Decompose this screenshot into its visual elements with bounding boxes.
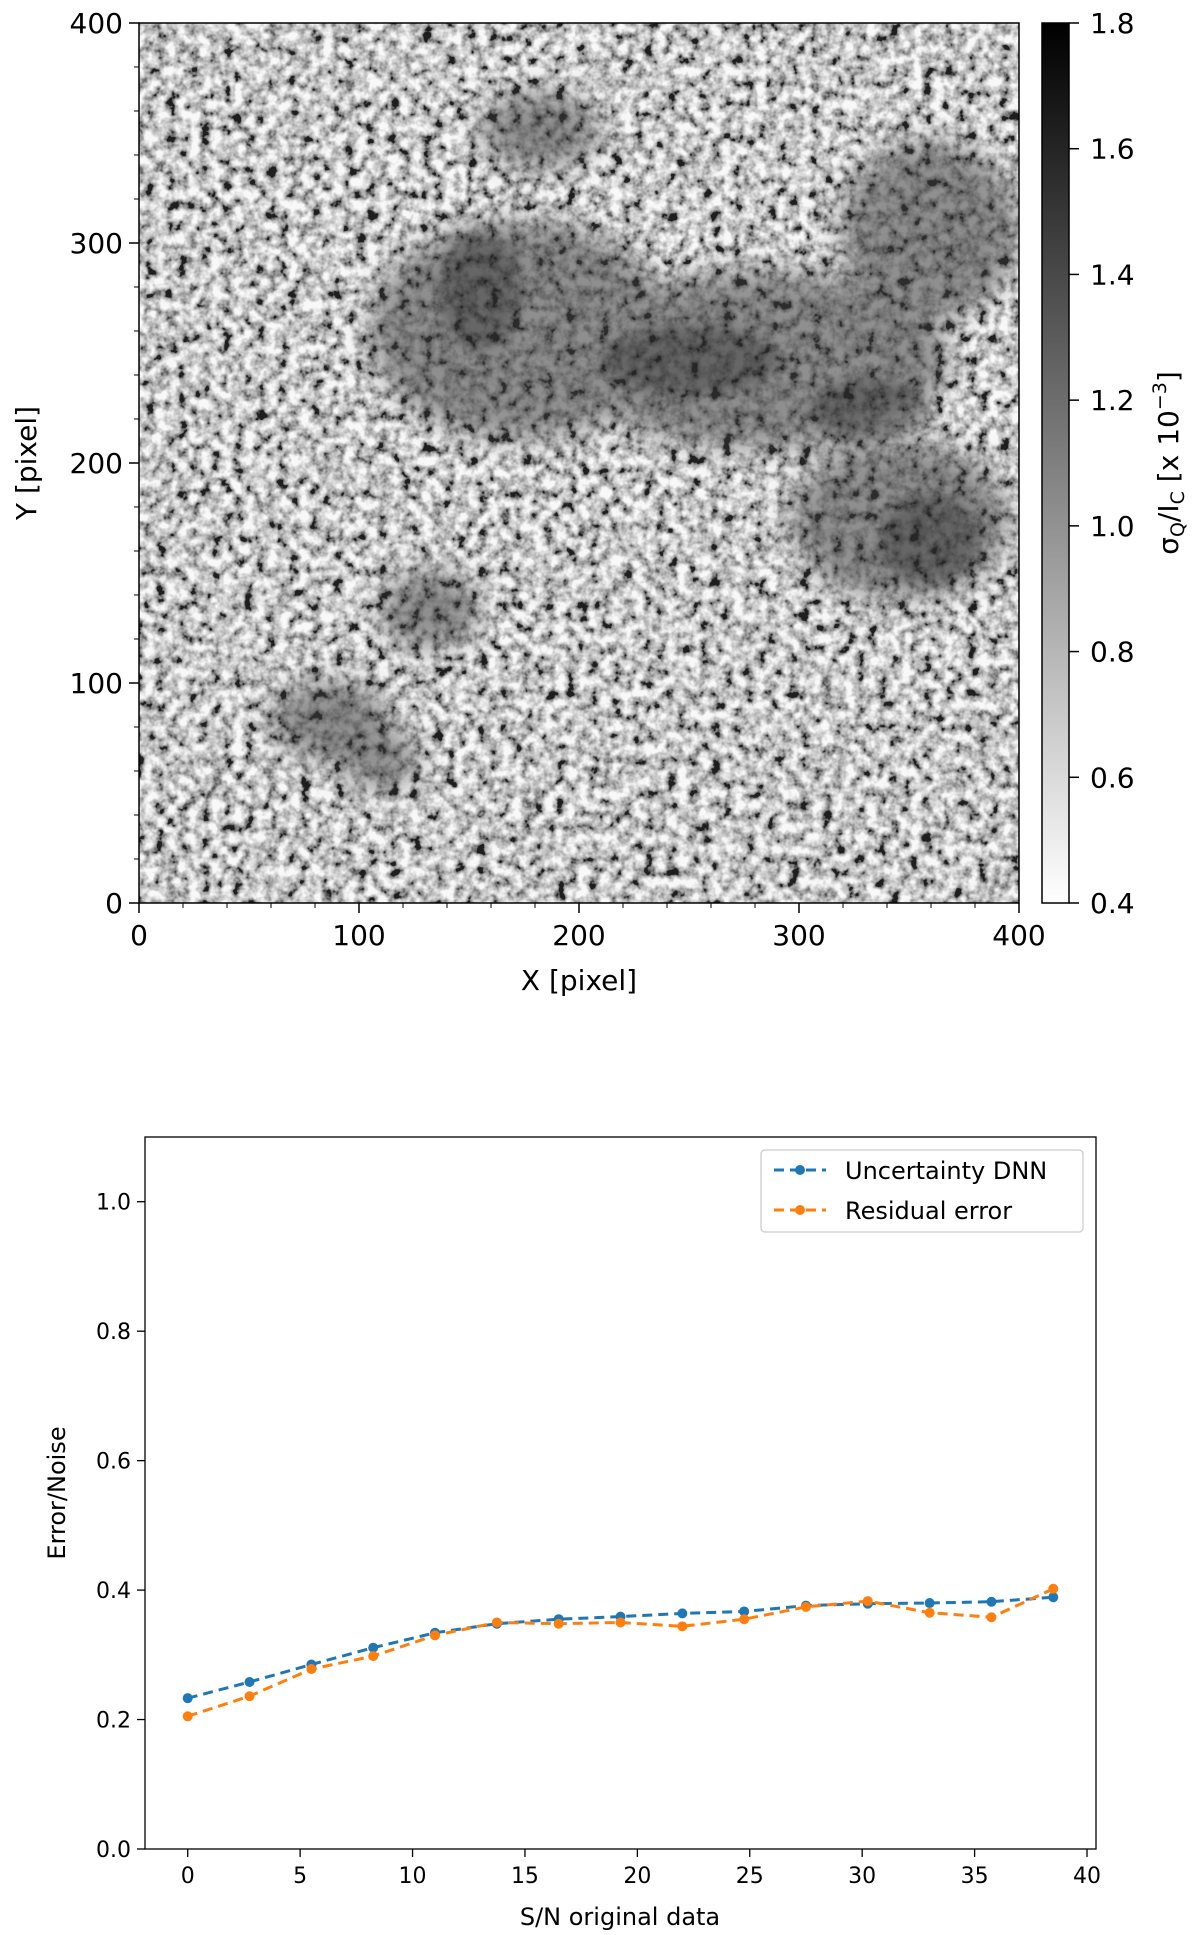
legend-box: [760, 1149, 1084, 1233]
line-x-tick-label: 10: [399, 1864, 427, 1889]
legend: Uncertainty DNN Residual error: [760, 1149, 1084, 1233]
colorbar-ticks: 0.4 0.6 0.8 1.0 1.2 1.4 1.6 1.8: [1069, 7, 1135, 920]
series-1-point: [306, 1664, 317, 1675]
heatmap-y-tick-label: 300: [70, 227, 123, 260]
heatmap-panel: 0 100 200 300 400 0 100 200 300 400 X [pixel] Y […: [10, 7, 1189, 997]
colorbar-gradient: [1041, 22, 1070, 904]
heatmap-x-label: X [pixel]: [521, 964, 637, 997]
series-0-point: [1048, 1592, 1059, 1603]
line-x-tick-label: 20: [623, 1864, 651, 1889]
colorbar-tick-label: 1.4: [1090, 258, 1135, 291]
line-x-tick-label: 5: [293, 1864, 307, 1889]
heatmap-x-tick-label: 0: [130, 919, 148, 952]
line-x-tick-label: 0: [181, 1864, 195, 1889]
line-x-tick-label: 30: [848, 1864, 876, 1889]
series-1-point: [924, 1607, 935, 1618]
series-1-point: [430, 1630, 441, 1641]
line-y-tick-label: 0.0: [96, 1838, 131, 1863]
legend-label-residual: Residual error: [845, 1197, 1012, 1225]
line-x-tick-label: 40: [1073, 1864, 1101, 1889]
heatmap-x-tick-label: 400: [992, 919, 1045, 952]
series-0-point: [924, 1598, 935, 1609]
series-1-point: [491, 1617, 502, 1628]
legend-entry-residual: Residual error: [774, 1197, 1012, 1225]
legend-label-uncertainty: Uncertainty DNN: [845, 1157, 1047, 1185]
series-1-point: [739, 1614, 750, 1625]
colorbar-tick-label: 1.6: [1090, 133, 1135, 166]
series-0-point: [244, 1677, 255, 1688]
series-1-point: [800, 1601, 811, 1612]
line-chart-x-label: S/N original data: [520, 1903, 720, 1931]
series-1-point: [862, 1596, 873, 1607]
series-1-point: [553, 1618, 564, 1629]
heatmap-y-tick-label: 200: [70, 447, 123, 480]
heatmap-y-tick-label: 400: [70, 7, 123, 40]
heatmap-y-tick-label: 0: [105, 887, 123, 920]
series-0-point: [739, 1606, 750, 1617]
line-y-tick-label: 0.8: [96, 1320, 131, 1345]
series-0-point: [677, 1608, 688, 1619]
colorbar: 0.4 0.6 0.8 1.0 1.2 1.4 1.6 1.8 σQ/IC [x 10−3]: [1041, 7, 1189, 920]
line-y-tick-label: 0.4: [96, 1579, 131, 1604]
colorbar-tick-label: 1.0: [1090, 510, 1135, 543]
series-0-point: [182, 1693, 193, 1704]
series-1-point: [986, 1612, 997, 1623]
series-1-point: [677, 1621, 688, 1632]
heatmap-y-tick-label: 100: [70, 667, 123, 700]
heatmap-y-label: Y [pixel]: [10, 406, 43, 521]
series-1-point: [182, 1711, 193, 1722]
series-1-point: [368, 1651, 379, 1662]
line-chart-axes: 0 5 10 15 20 25 30 35 40 0.0 0.2 0.4 0.6 0.8 1.0: [96, 1191, 1101, 1889]
line-plot-area: [144, 1136, 1097, 1850]
line-x-tick-label: 15: [511, 1864, 539, 1889]
line-chart-series: [182, 1583, 1059, 1722]
line-chart-y-label: Error/Noise: [43, 1426, 71, 1559]
line-y-tick-label: 0.6: [96, 1450, 131, 1475]
colorbar-tick-label: 0.8: [1090, 636, 1135, 669]
colorbar-label: σQ/IC [x 10−3]: [1149, 371, 1189, 555]
series-1-point: [615, 1617, 626, 1628]
series-1-point: [244, 1691, 255, 1702]
heatmap-x-tick-label: 200: [552, 919, 605, 952]
series-line-1: [187, 1587, 1054, 1718]
line-x-tick-label: 25: [736, 1864, 764, 1889]
heatmap-x-tick-label: 300: [772, 919, 825, 952]
line-chart-panel: 0 5 10 15 20 25 30 35 40 0.0 0.2 0.4 0.6 0.8 1.0 S/N o…: [43, 1136, 1101, 1931]
heatmap-x-tick-label: 100: [332, 919, 385, 952]
colorbar-tick-label: 0.6: [1090, 761, 1135, 794]
heatmap-axes: 0 100 200 300 400 0 100 200 300 400: [70, 7, 1046, 952]
colorbar-tick-label: 1.8: [1090, 7, 1135, 40]
line-y-tick-label: 0.2: [96, 1709, 131, 1734]
heatmap-image: [139, 23, 1019, 903]
colorbar-tick-label: 0.4: [1090, 887, 1135, 920]
series-line-0: [187, 1595, 1054, 1700]
colorbar-tick-label: 1.2: [1090, 384, 1135, 417]
series-1-point: [1048, 1583, 1059, 1594]
series-0-point: [368, 1642, 379, 1653]
series-0-point: [986, 1596, 997, 1607]
line-x-tick-label: 35: [961, 1864, 989, 1889]
legend-entry-uncertainty: Uncertainty DNN: [774, 1157, 1047, 1185]
line-y-tick-label: 1.0: [96, 1191, 131, 1216]
